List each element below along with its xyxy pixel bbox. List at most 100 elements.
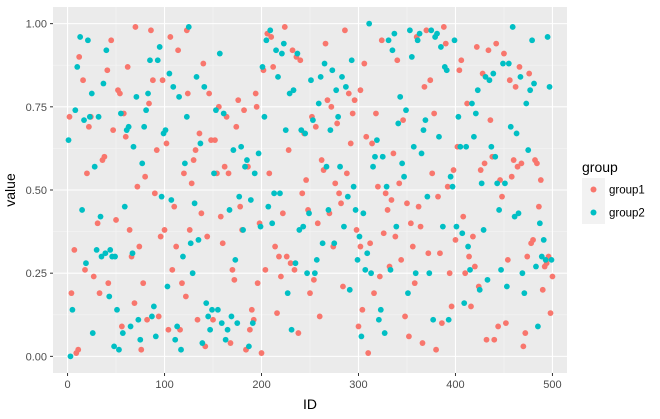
data-point-group2: [226, 207, 233, 213]
data-point-group1: [493, 40, 500, 47]
data-point-group2: [502, 180, 508, 187]
data-point-group1: [390, 150, 397, 157]
data-point-group1: [345, 90, 352, 97]
data-point-group2: [203, 300, 210, 307]
data-point-group2: [282, 127, 289, 134]
data-point-group2: [211, 170, 217, 177]
data-point-group1: [450, 167, 457, 173]
data-point-group2: [240, 227, 246, 233]
data-point-group2: [209, 306, 215, 313]
data-point-group1: [458, 57, 465, 64]
data-point-group2: [374, 137, 380, 143]
data-point-group2: [455, 113, 462, 120]
legend-item-group2: group2: [582, 201, 645, 224]
data-point-group1: [499, 193, 505, 200]
data-point-group1: [549, 273, 556, 280]
data-point-group1: [173, 243, 180, 250]
data-point-group1: [270, 63, 277, 70]
data-point-group1: [374, 183, 381, 190]
data-point-group1: [359, 306, 366, 313]
data-point-group1: [520, 343, 527, 350]
data-point-group2: [358, 333, 365, 340]
data-point-group2: [199, 340, 206, 346]
data-point-group2: [327, 127, 334, 134]
data-point-group1: [460, 213, 467, 220]
data-point-group1: [206, 90, 213, 97]
data-point-group2: [354, 256, 361, 263]
data-point-group2: [86, 113, 93, 120]
data-point-group1: [435, 193, 441, 200]
data-point-group2: [181, 160, 188, 167]
data-point-group2: [356, 233, 363, 240]
data-point-group2: [482, 73, 489, 80]
data-point-group1: [382, 190, 389, 197]
data-point-group2: [366, 20, 373, 27]
data-point-group2: [164, 283, 171, 290]
data-point-group1: [285, 147, 292, 153]
data-point-group2: [546, 83, 553, 90]
data-point-group1: [307, 290, 313, 297]
data-point-group1: [353, 227, 360, 233]
data-point-group1: [361, 60, 368, 67]
data-point-group2: [197, 140, 204, 147]
data-point-group1: [464, 100, 471, 107]
data-point-group2: [114, 306, 120, 313]
data-point-group1: [411, 280, 418, 287]
data-point-group2: [288, 326, 295, 333]
data-point-group2: [81, 117, 87, 124]
data-point-group2: [141, 123, 148, 130]
data-point-group2: [135, 316, 142, 323]
data-point-group1: [343, 170, 350, 177]
y-tick-label: 0.75: [26, 102, 47, 114]
data-point-group1: [369, 140, 375, 147]
major-gridlines: [53, 7, 567, 373]
data-point-group1: [82, 266, 88, 273]
data-point-group1: [524, 253, 531, 260]
data-point-group1: [225, 170, 232, 177]
data-point-group2: [453, 223, 460, 230]
data-point-group2: [228, 313, 235, 320]
data-point-group2: [513, 130, 520, 137]
data-point-group1: [334, 120, 341, 127]
data-point-group2: [360, 210, 367, 217]
data-point-group2: [242, 163, 248, 170]
data-point-group2: [414, 37, 421, 44]
data-point-group2: [69, 306, 76, 313]
data-point-group2: [408, 54, 415, 60]
data-point-group2: [370, 163, 376, 170]
data-point-group2: [83, 260, 89, 267]
y-tick-label: 0.25: [26, 268, 47, 280]
data-point-group1: [151, 190, 158, 197]
data-point-group1: [165, 326, 172, 333]
data-point-group2: [261, 113, 268, 120]
data-point-group1: [402, 313, 408, 320]
data-point-group1: [373, 110, 379, 117]
data-point-group2: [434, 30, 440, 37]
data-point-group2: [130, 143, 137, 150]
data-point-group2: [313, 256, 320, 263]
data-point-group1: [446, 270, 453, 277]
data-point-group2: [119, 330, 126, 336]
data-point-group2: [476, 286, 483, 293]
data-point-group2: [333, 87, 340, 94]
data-point-group2: [79, 207, 85, 213]
data-point-group1: [246, 326, 253, 333]
data-point-group2: [286, 90, 293, 97]
x-tick-label: 200: [252, 379, 270, 391]
data-point-group2: [74, 63, 81, 70]
data-point-group2: [106, 293, 113, 300]
data-point-group2: [323, 163, 330, 170]
data-point-group1: [227, 340, 234, 346]
data-point-group2: [238, 143, 245, 150]
data-point-group2: [527, 87, 534, 94]
data-point-group1: [336, 190, 342, 197]
data-point-group2: [478, 180, 485, 187]
data-point-group2: [111, 343, 117, 350]
data-point-group1: [530, 237, 536, 243]
data-point-group2: [317, 73, 324, 80]
data-point-group1: [355, 323, 362, 330]
data-point-group1: [113, 217, 119, 223]
data-point-group2: [284, 290, 291, 297]
data-point-group1: [161, 227, 168, 233]
data-point-group2: [447, 173, 454, 180]
